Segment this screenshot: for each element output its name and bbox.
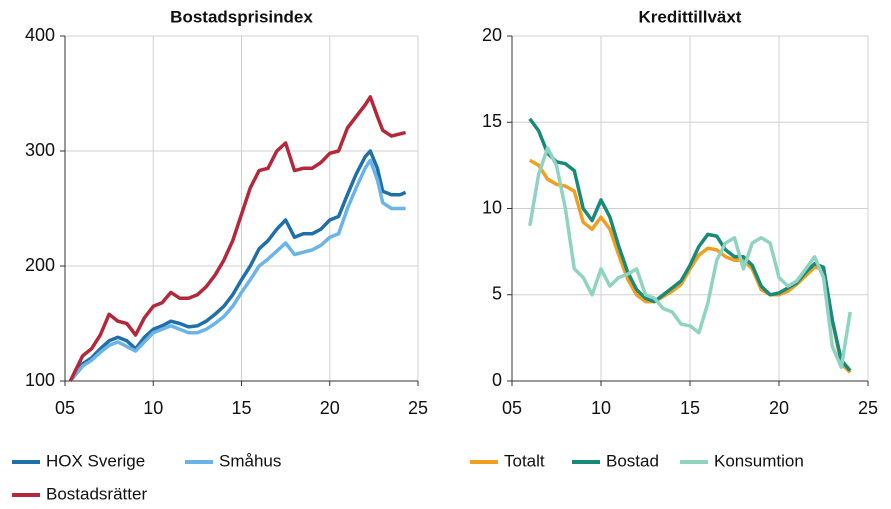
legend-label: HOX Sverige xyxy=(46,451,145,470)
x-tick-label: 15 xyxy=(680,398,700,418)
y-tick-label: 400 xyxy=(25,25,55,45)
x-tick-label: 10 xyxy=(143,398,163,418)
y-tick-label: 20 xyxy=(482,25,502,45)
y-tick-label: 300 xyxy=(25,140,55,160)
x-tick-label: 20 xyxy=(769,398,789,418)
y-tick-label: 200 xyxy=(25,255,55,275)
x-tick-label: 25 xyxy=(408,398,428,418)
y-tick-label: 15 xyxy=(482,111,502,131)
legend-label: Bostad xyxy=(606,451,659,470)
legend-label: Småhus xyxy=(219,451,281,470)
line-series xyxy=(528,146,852,369)
chart-title: Bostadsprisindex xyxy=(170,7,313,26)
legend-label: Totalt xyxy=(504,451,545,470)
y-tick-label: 10 xyxy=(482,197,502,217)
x-tick-label: 10 xyxy=(591,398,611,418)
x-tick-label: 05 xyxy=(502,398,522,418)
x-tick-label: 20 xyxy=(320,398,340,418)
line-series xyxy=(68,95,406,382)
line-series xyxy=(68,149,407,383)
x-tick-label: 15 xyxy=(231,398,251,418)
y-tick-label: 0 xyxy=(492,370,502,390)
x-tick-label: 25 xyxy=(858,398,878,418)
line-series xyxy=(68,158,406,383)
y-tick-label: 100 xyxy=(25,370,55,390)
legend-label: Bostadsrätter xyxy=(46,484,147,503)
x-tick-label: 05 xyxy=(55,398,75,418)
legend-label: Konsumtion xyxy=(714,451,804,470)
chart-title: Kredittillväxt xyxy=(639,7,742,26)
y-tick-label: 5 xyxy=(492,284,502,304)
